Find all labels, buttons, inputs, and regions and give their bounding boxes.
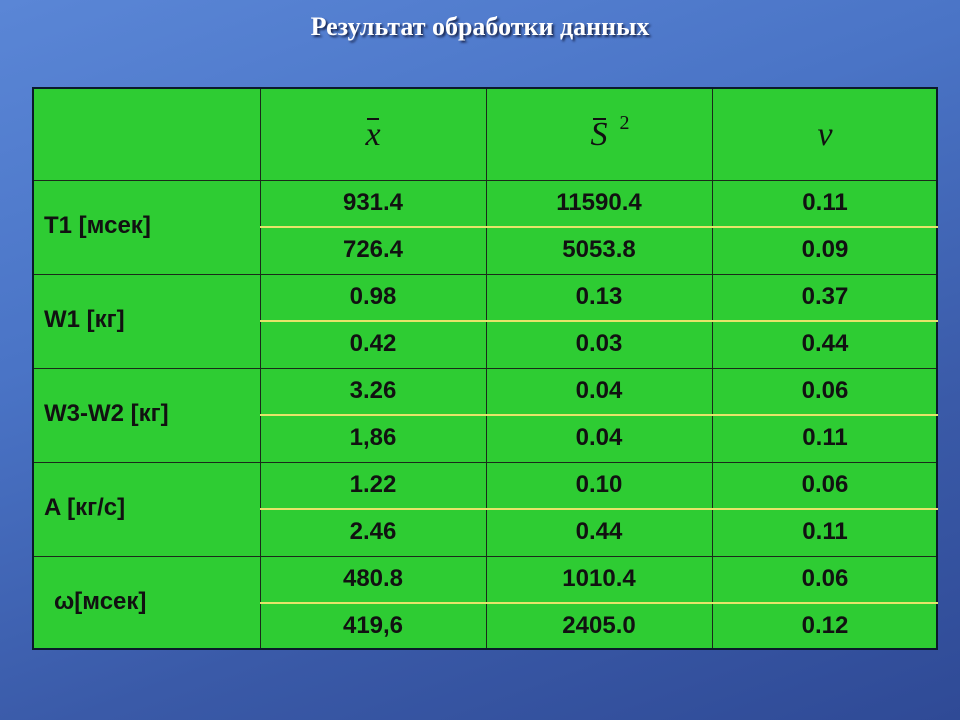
- table-cell: 0.11: [802, 189, 848, 216]
- table-cell: 3.26: [349, 377, 397, 404]
- row-label: W1 [кг]: [44, 306, 125, 333]
- table-cell: 0.44: [575, 518, 623, 545]
- slide-title: Результат обработки данных: [310, 12, 650, 41]
- row-separator: [260, 226, 938, 228]
- row-separator: [260, 414, 938, 416]
- table-cell: 5053.8: [562, 236, 636, 263]
- row-separator: [260, 320, 938, 322]
- row-label: W3-W2 [кг]: [44, 400, 169, 427]
- table-cell: 0.13: [575, 283, 623, 310]
- table-cell: 0.04: [575, 424, 623, 451]
- table-cell: 0.06: [801, 565, 849, 592]
- table-cell: 0.04: [575, 377, 623, 404]
- row-separator: [260, 602, 938, 604]
- table-cell: 931.4: [342, 189, 404, 216]
- table-cell: 0.42: [349, 330, 397, 357]
- table-cell: 480.8: [342, 565, 404, 592]
- table-cell: 11590.4: [556, 189, 642, 216]
- header-coefficient: ν: [712, 89, 938, 180]
- row-label: T1 [мсек]: [44, 212, 151, 239]
- row-label: A [кг/с]: [44, 494, 126, 521]
- table-cell: 0.11: [802, 424, 848, 451]
- table-cell: 0.10: [575, 471, 623, 498]
- table-cell: 0.06: [801, 471, 849, 498]
- table-cell: 0.98: [349, 283, 397, 310]
- group-divider: [34, 368, 936, 369]
- table-cell: 0.12: [801, 612, 849, 639]
- row-label: ω[мсек]: [54, 588, 147, 615]
- table-cell: 0.09: [801, 236, 849, 263]
- table-cell: 0.06: [801, 377, 849, 404]
- table-cell: 1,86: [349, 424, 397, 451]
- group-divider: [34, 556, 936, 557]
- group-divider: [34, 180, 936, 181]
- table-cell: 1010.4: [562, 565, 636, 592]
- header-mean: x: [260, 89, 486, 180]
- table-cell: 0.44: [801, 330, 849, 357]
- table-cell: 0.37: [801, 283, 849, 310]
- table-cell: 419,6: [342, 612, 404, 639]
- group-divider: [34, 462, 936, 463]
- table-cell: 0.11: [802, 518, 848, 545]
- mean-symbol: x: [365, 115, 381, 153]
- table-cell: 2.46: [349, 518, 397, 545]
- group-divider: [34, 274, 936, 275]
- table-cell: 0.03: [575, 330, 623, 357]
- row-separator: [260, 508, 938, 510]
- coefficient-symbol: ν: [817, 115, 833, 153]
- table-cell: 726.4: [342, 236, 404, 263]
- table-cell: 1.22: [349, 471, 397, 498]
- table-cell: 2405.0: [562, 612, 636, 639]
